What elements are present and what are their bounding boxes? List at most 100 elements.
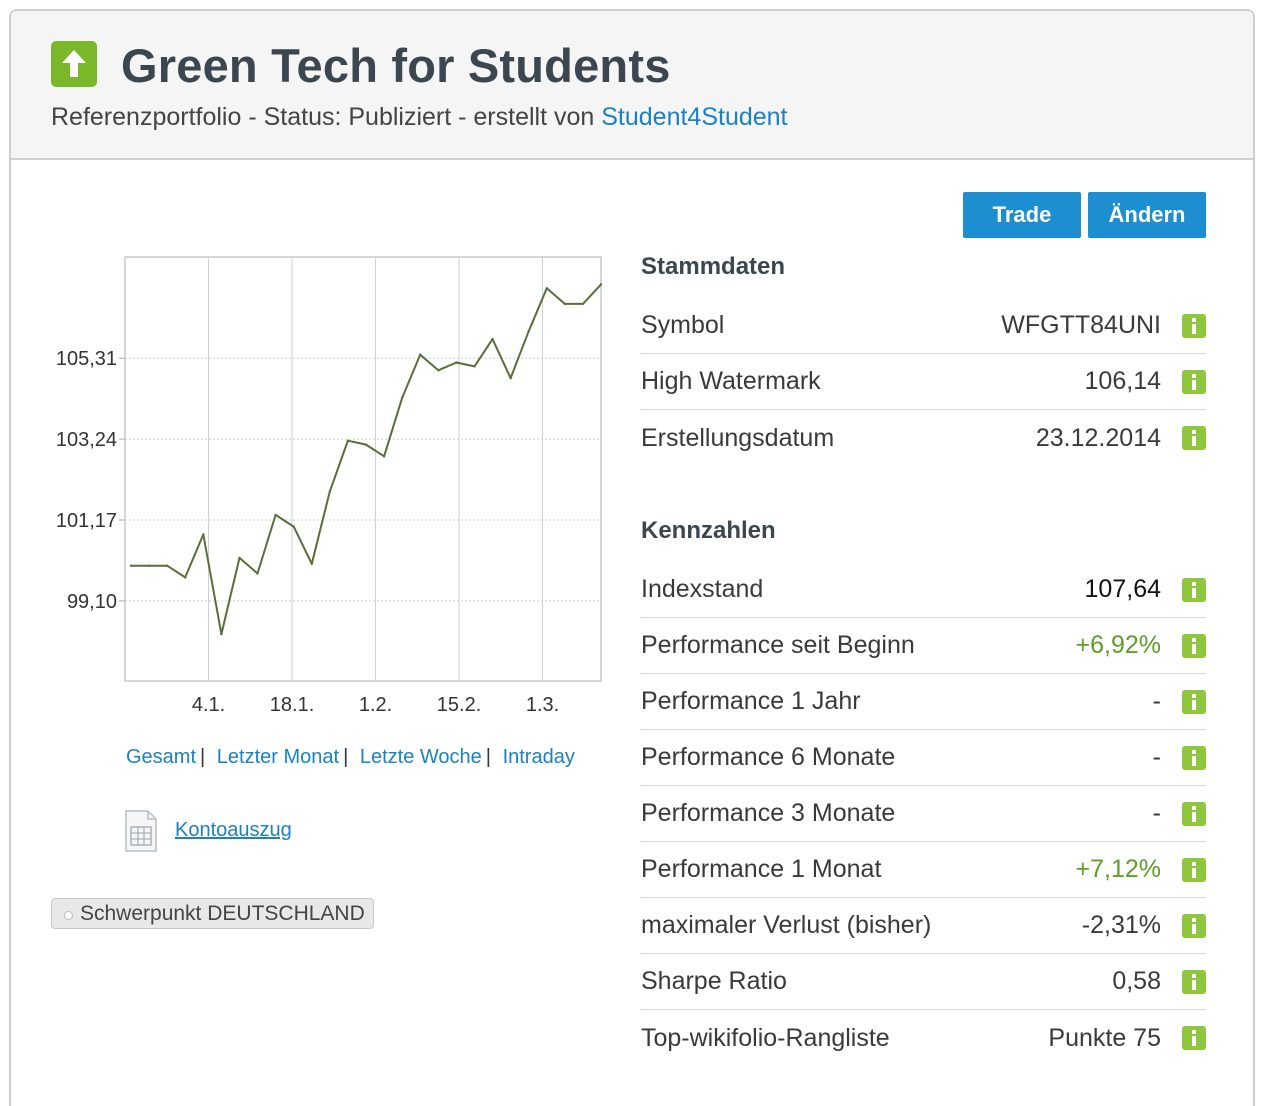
range-separator: | (485, 746, 491, 768)
row-label: Performance 1 Jahr (641, 687, 861, 715)
row-label: Indexstand (641, 575, 764, 603)
portfolio-subtitle: Referenzportfolio - Status: Publiziert -… (51, 103, 788, 132)
row-value: 106,14 (1084, 367, 1161, 395)
chart-data-point (545, 287, 548, 290)
chart-data-point (455, 361, 458, 364)
chart-data-point (437, 369, 440, 372)
kennzahlen-row-performance-1y: Performance 1 Jahr - (641, 674, 1206, 730)
row-value: WFGTT84UNI (1001, 311, 1161, 339)
stammdaten-heading: Stammdaten (641, 253, 786, 280)
info-icon[interactable] (1182, 577, 1206, 602)
row-value: 0,58 (1112, 967, 1161, 995)
range-separator: | (200, 746, 206, 768)
chart-data-point (328, 490, 332, 493)
author-link[interactable]: Student4Student (601, 103, 788, 131)
chart-data-point (147, 564, 151, 567)
info-icon[interactable] (1182, 801, 1206, 826)
chart-y-tick-label: 99,10 (67, 591, 117, 613)
kennzahlen-row-performance-6m: Performance 6 Monate - (641, 730, 1206, 786)
spreadsheet-document-icon[interactable] (124, 810, 158, 852)
stammdaten-row-created: Erstellungsdatum 23.12.2014 (641, 410, 1206, 466)
chart-data-point (527, 330, 530, 333)
chart-range-links: Gesamt | Letzter Monat | Letzte Woche | Int… (126, 746, 575, 769)
chart-data-point (184, 576, 187, 579)
row-label: High Watermark (641, 367, 821, 395)
account-statement-link[interactable]: Kontoauszug (175, 819, 292, 841)
row-label: Top-wikifolio-Rangliste (641, 1023, 890, 1052)
row-label: Erstellungsdatum (641, 423, 835, 452)
portfolio-header: Green Tech for Students Referenzportfoli… (11, 11, 1253, 160)
page-title: Green Tech for Students (121, 39, 671, 92)
chart-data-point (563, 302, 567, 306)
row-value: +7,12% (1075, 855, 1162, 883)
row-label: maximaler Verlust (bisher) (641, 911, 932, 939)
info-icon[interactable] (1182, 969, 1206, 994)
edit-button[interactable]: Ändern (1088, 192, 1206, 238)
chart-plot-area (124, 256, 602, 682)
kennzahlen-heading: Kennzahlen (641, 517, 776, 544)
row-value: 107,64 (1084, 575, 1161, 603)
kennzahlen-row-max-loss: maximaler Verlust (bisher) -2,31% (641, 898, 1206, 954)
info-icon[interactable] (1182, 857, 1206, 882)
kennzahlen-row-performance-3m: Performance 3 Monate - (641, 786, 1206, 842)
chart-data-point (292, 525, 295, 528)
row-label: Performance 6 Monate (641, 743, 896, 771)
chart-x-tick-label: 1.2. (359, 694, 392, 716)
row-label: Performance seit Beginn (641, 631, 915, 659)
row-value: -2,31% (1081, 911, 1161, 939)
row-value: 23.12.2014 (1035, 423, 1161, 452)
chart-data-point (202, 533, 205, 536)
range-link-gesamt[interactable]: Gesamt (126, 746, 197, 768)
row-label: Performance 3 Monate (641, 799, 896, 827)
chart-data-point (581, 302, 585, 306)
info-icon[interactable] (1182, 426, 1206, 450)
chart-data-point (256, 572, 259, 575)
chart-data-point (491, 337, 494, 341)
info-icon[interactable] (1182, 633, 1206, 658)
chart-data-point (599, 283, 603, 286)
trade-button[interactable]: Trade (963, 192, 1081, 238)
range-link-letzte-woche[interactable]: Letzte Woche (359, 746, 482, 768)
info-icon[interactable] (1182, 689, 1206, 714)
row-value: - (1152, 799, 1161, 827)
chart-data-point (310, 562, 313, 565)
chart-y-tick-label: 103,24 (56, 429, 117, 451)
chart-x-tick-label: 1.3. (526, 694, 559, 716)
arrow-up-icon (51, 41, 97, 87)
stammdaten-row-symbol: Symbol WFGTT84UNI (641, 298, 1206, 354)
row-value: +6,92% (1075, 631, 1162, 659)
row-label: Performance 1 Monat (641, 855, 882, 883)
chart-data-point (220, 632, 223, 636)
chart-data-point (419, 353, 422, 356)
chart-data-point (364, 443, 368, 446)
row-value: Punkte 75 (1048, 1023, 1161, 1052)
range-separator: | (343, 746, 349, 768)
kennzahlen-row-performance-start: Performance seit Beginn +6,92% (641, 618, 1206, 674)
stammdaten-row-high-watermark: High Watermark 106,14 (641, 354, 1206, 410)
kennzahlen-row-ranking: Top-wikifolio-Rangliste Punkte 75 (641, 1010, 1206, 1066)
range-link-letzter-monat[interactable]: Letzter Monat (216, 746, 340, 768)
chart-data-point (346, 439, 350, 442)
chart-data-point (238, 556, 241, 560)
chart-data-point (274, 513, 277, 517)
chart-y-tick-label: 105,31 (56, 348, 117, 370)
info-icon[interactable] (1182, 913, 1206, 938)
performance-chart: 99,10 101,17 103,24 105,31 4.1. 18.1. 1.2. 15.2… (56, 256, 603, 716)
portfolio-card: Green Tech for Students Referenzportfoli… (9, 9, 1255, 1106)
info-icon[interactable] (1182, 745, 1206, 770)
kennzahlen-row-performance-1m: Performance 1 Monat +7,12% (641, 842, 1206, 898)
row-label: Symbol (641, 311, 725, 339)
chart-series (129, 283, 603, 636)
chart-x-tick-label: 18.1. (270, 694, 314, 716)
info-icon[interactable] (1182, 313, 1206, 338)
info-icon[interactable] (1182, 1026, 1206, 1050)
range-link-intraday[interactable]: Intraday (502, 746, 575, 768)
focus-tag[interactable]: Schwerpunkt DEUTSCHLAND (51, 898, 374, 929)
chart-x-tick-label: 4.1. (192, 694, 225, 716)
subtitle-text: Referenzportfolio - Status: Publiziert -… (51, 103, 602, 131)
chart-data-point (400, 396, 404, 399)
row-value: - (1152, 743, 1161, 771)
row-value: - (1152, 687, 1161, 715)
info-icon[interactable] (1182, 369, 1206, 394)
chart-x-tick-label: 15.2. (437, 694, 481, 716)
